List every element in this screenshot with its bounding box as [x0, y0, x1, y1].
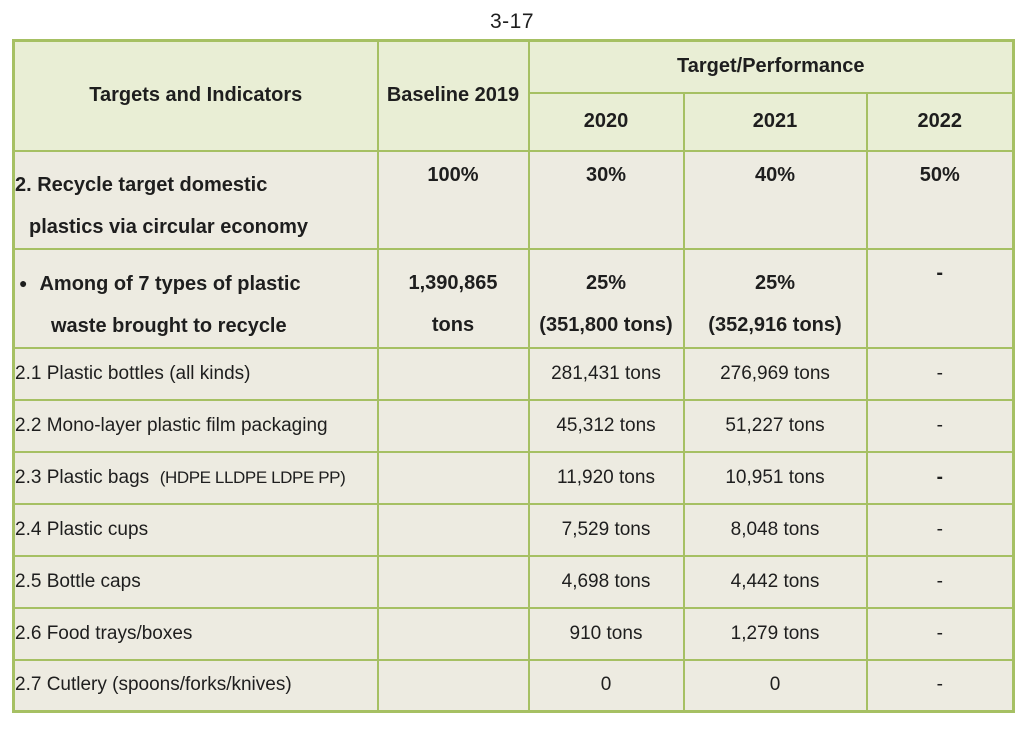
- label-text: Among of 7 types of plastic: [39, 272, 301, 295]
- value-2021: 25% (352,916 tons): [682, 247, 868, 349]
- value-2022: 50%: [865, 149, 1015, 250]
- value-line: tons: [431, 313, 475, 336]
- value-2022: -: [865, 247, 1015, 349]
- value-2020: 45,312 tons: [527, 398, 685, 453]
- label-line: plastics via circular economy: [29, 215, 309, 238]
- baseline-value: [376, 502, 530, 557]
- value-2022: -: [865, 554, 1015, 609]
- baseline-value: [376, 346, 530, 401]
- value-2020: 25% (351,800 tons): [527, 247, 685, 349]
- value-2020: 7,529 tons: [527, 502, 685, 557]
- value-2022: -: [865, 450, 1015, 505]
- value-2022: -: [865, 398, 1015, 453]
- value-line: 25%: [585, 271, 627, 294]
- value-2020: 11,920 tons: [527, 450, 685, 505]
- value-2020: 30%: [527, 149, 685, 250]
- header-baseline-2019: Baseline 2019: [376, 39, 530, 152]
- value-2020: 910 tons: [527, 606, 685, 661]
- baseline-value: [376, 450, 530, 505]
- value-2020: 4,698 tons: [527, 554, 685, 609]
- value-2022: -: [865, 346, 1015, 401]
- baseline-value: [376, 658, 530, 713]
- header-year-2020: 2020: [527, 91, 685, 152]
- table-row-plastic-bottles: 2.1 Plastic bottles (all kinds) 281,431 …: [12, 346, 1015, 401]
- table-row-cutlery: 2.7 Cutlery (spoons/forks/knives) 0 0 -: [12, 658, 1015, 713]
- value-2021: 10,951 tons: [682, 450, 868, 505]
- header-row-years: 2020 2021 2022: [14, 91, 1015, 152]
- value-2021: 40%: [682, 149, 868, 250]
- value-2021: 4,442 tons: [682, 554, 868, 609]
- label-line: ● Among of 7 types of plastic: [15, 262, 377, 305]
- value-2020: 281,431 tons: [527, 346, 685, 401]
- value-2020: 0: [527, 658, 685, 713]
- label-line: waste brought to recycle: [51, 314, 287, 337]
- indicator-label: 2. Recycle target domestic plastics via …: [12, 149, 379, 250]
- indicator-label: 2.7 Cutlery (spoons/forks/knives): [12, 658, 379, 713]
- value-2021: 8,048 tons: [682, 502, 868, 557]
- value-line: 1,390,865: [408, 271, 498, 294]
- indicator-label: 2.3 Plastic bags (HDPE LLDPE LDPE PP): [12, 450, 379, 505]
- value-line: (351,800 tons): [539, 313, 673, 336]
- value-2022: -: [865, 502, 1015, 557]
- indicator-label: 2.5 Bottle caps: [12, 554, 379, 609]
- page-number: 3-17: [489, 10, 535, 33]
- table-row-bottle-caps: 2.5 Bottle caps 4,698 tons 4,442 tons -: [12, 554, 1015, 609]
- value-2022: -: [865, 606, 1015, 661]
- label-line: 2. Recycle target domestic: [15, 173, 268, 196]
- value-2021: 0: [682, 658, 868, 713]
- table-row-among-7-types: ● Among of 7 types of plastic waste broug…: [12, 247, 1015, 349]
- value-line: 25%: [754, 271, 796, 294]
- indicator-label: 2.6 Food trays/boxes: [12, 606, 379, 661]
- indicator-label: 2.4 Plastic cups: [12, 502, 379, 557]
- targets-performance-table: Targets and Indicators Baseline 2019 Tar…: [12, 39, 1015, 713]
- value-2021: 276,969 tons: [682, 346, 868, 401]
- header-row-group: Targets and Indicators Baseline 2019 Tar…: [12, 39, 1015, 152]
- baseline-value: 1,390,865 tons: [376, 247, 530, 349]
- header-year-2021: 2021: [682, 91, 868, 152]
- table-row-recycle-target: 2. Recycle target domestic plastics via …: [12, 149, 1015, 250]
- indicator-label: 2.1 Plastic bottles (all kinds): [12, 346, 379, 401]
- value-line: (352,916 tons): [708, 313, 842, 336]
- table-row-plastic-bags: 2.3 Plastic bags (HDPE LLDPE LDPE PP) 11…: [12, 450, 1015, 505]
- table-row-plastic-cups: 2.4 Plastic cups 7,529 tons 8,048 tons -: [12, 502, 1015, 557]
- table-row-film-packaging: 2.2 Mono-layer plastic film packaging 45…: [12, 398, 1015, 453]
- indicator-label: ● Among of 7 types of plastic waste broug…: [12, 247, 379, 349]
- value-2022: -: [865, 658, 1015, 713]
- indicator-label: 2.2 Mono-layer plastic film packaging: [12, 398, 379, 453]
- header-targets-and-indicators: Targets and Indicators: [12, 39, 379, 152]
- bullet-icon: ●: [19, 274, 28, 291]
- value-2021: 1,279 tons: [682, 606, 868, 661]
- baseline-value: [376, 398, 530, 453]
- header-target-performance: Target/Performance: [527, 39, 1015, 94]
- label-suffix: (HDPE LLDPE LDPE PP): [159, 467, 346, 487]
- value-2021: 51,227 tons: [682, 398, 868, 453]
- header-year-2022: 2022: [865, 91, 1015, 152]
- baseline-value: [376, 606, 530, 661]
- baseline-value: 100%: [376, 149, 530, 250]
- label-text: 2.3 Plastic bags: [15, 466, 150, 488]
- table-row-food-trays: 2.6 Food trays/boxes 910 tons 1,279 tons…: [12, 606, 1015, 661]
- baseline-value: [376, 554, 530, 609]
